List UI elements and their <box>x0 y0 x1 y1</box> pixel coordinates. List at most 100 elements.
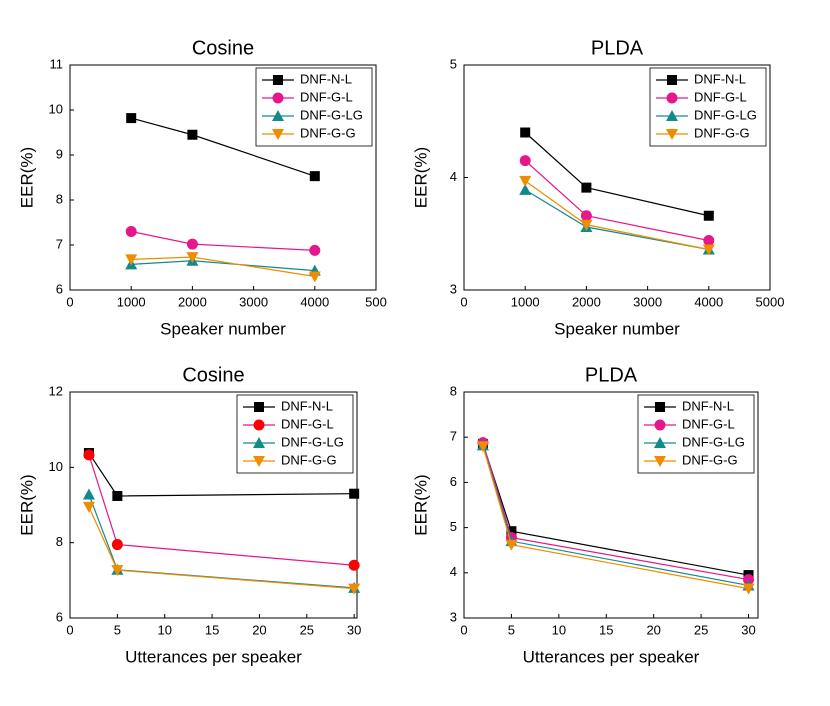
x-tick-label: 2000 <box>572 294 601 309</box>
x-tick-label: 0 <box>460 622 467 637</box>
marker <box>309 244 321 256</box>
legend-label: DNF-G-L <box>300 89 353 104</box>
legend-label: DNF-G-G <box>682 452 738 467</box>
x-tick-label: 4000 <box>694 294 723 309</box>
x-tick-label: 3000 <box>633 294 662 309</box>
legend-label: DNF-G-LG <box>694 107 757 122</box>
marker <box>82 488 95 500</box>
y-tick-label: 6 <box>56 281 63 296</box>
series-line <box>88 494 355 589</box>
y-axis-label: EER(%) <box>17 147 36 208</box>
y-tick-label: 5 <box>450 519 457 534</box>
x-tick-label: 4000 <box>300 294 329 309</box>
x-tick-label: 25 <box>300 622 314 637</box>
legend-marker <box>654 456 666 467</box>
plot-frame <box>463 391 759 619</box>
chart-title: PLDA <box>585 364 638 386</box>
y-tick-label: 6 <box>450 474 457 489</box>
x-tick-label: 25 <box>694 622 708 637</box>
marker <box>505 539 518 551</box>
y-axis-label: EER(%) <box>17 474 36 535</box>
x-tick-label: 20 <box>646 622 660 637</box>
marker <box>112 490 123 501</box>
marker <box>703 235 715 246</box>
marker <box>126 113 137 124</box>
series-line <box>131 256 315 278</box>
marker <box>186 238 198 250</box>
legend-marker <box>253 419 265 431</box>
marker <box>348 583 361 595</box>
marker <box>506 526 517 537</box>
plot-frame <box>69 64 377 291</box>
y-tick-label: 12 <box>49 383 63 398</box>
marker <box>111 565 124 577</box>
x-tick-label: 5000 <box>756 294 785 309</box>
legend-marker <box>666 110 678 121</box>
legend-marker <box>272 129 284 140</box>
y-tick-label: 10 <box>49 101 63 116</box>
y-tick-label: 4 <box>450 564 457 579</box>
legend-marker <box>254 402 264 412</box>
legend-marker <box>272 110 284 121</box>
x-tick-label: 3000 <box>239 294 268 309</box>
x-tick-label: 1000 <box>511 294 540 309</box>
marker <box>581 182 592 193</box>
legend-marker <box>667 75 677 85</box>
legend-marker <box>273 75 283 85</box>
marker <box>742 583 755 595</box>
marker <box>580 219 593 231</box>
x-axis-label: Utterances per speaker <box>523 647 700 666</box>
x-axis-label: Speaker number <box>554 319 680 338</box>
x-tick-label: 0 <box>460 294 467 309</box>
legend-label: DNF-G-G <box>300 125 356 140</box>
legend-label: DNF-G-L <box>694 89 747 104</box>
legend-marker <box>253 437 265 448</box>
series-line <box>131 230 315 251</box>
y-tick-label: 7 <box>450 429 457 444</box>
series-line <box>88 506 355 590</box>
y-tick-label: 4 <box>450 169 457 184</box>
y-axis-label: EER(%) <box>411 474 430 535</box>
marker <box>348 559 360 571</box>
chart-title: PLDA <box>591 37 644 59</box>
x-tick-label: 1000 <box>117 294 146 309</box>
y-tick-label: 8 <box>56 191 63 206</box>
y-tick-label: 8 <box>56 534 63 549</box>
y-tick-label: 5 <box>450 56 457 71</box>
x-tick-label: 30 <box>347 622 361 637</box>
legend-marker <box>666 129 678 140</box>
marker <box>186 252 199 264</box>
plot-frame <box>69 391 358 619</box>
legend-label: DNF-G-LG <box>281 434 344 449</box>
x-tick-label: 5 <box>508 622 515 637</box>
x-tick-label: 0 <box>66 294 73 309</box>
x-tick-label: 30 <box>741 622 755 637</box>
legend-label: DNF-G-L <box>682 416 735 431</box>
legend-marker <box>654 419 666 431</box>
legend-label: DNF-G-L <box>281 416 334 431</box>
marker <box>82 501 95 513</box>
marker <box>520 127 531 138</box>
legend-label: DNF-G-LG <box>300 107 363 122</box>
marker <box>349 488 360 499</box>
x-tick-label: 2000 <box>178 294 207 309</box>
marker <box>111 539 123 551</box>
marker <box>187 129 198 140</box>
marker <box>703 210 714 221</box>
marker <box>580 210 592 222</box>
y-tick-label: 10 <box>49 459 63 474</box>
legend-label: DNF-N-L <box>300 71 352 86</box>
y-tick-label: 8 <box>450 383 457 398</box>
x-tick-label: 10 <box>157 622 171 637</box>
legend-marker <box>655 402 665 412</box>
legend-marker <box>666 92 678 104</box>
legend-marker <box>654 437 666 448</box>
x-axis-label: Utterances per speaker <box>125 647 302 666</box>
marker <box>83 449 95 461</box>
y-tick-label: 6 <box>56 609 63 624</box>
y-tick-label: 7 <box>56 236 63 251</box>
marker <box>702 244 715 256</box>
series-line <box>524 180 709 251</box>
x-tick-label: 15 <box>599 622 613 637</box>
